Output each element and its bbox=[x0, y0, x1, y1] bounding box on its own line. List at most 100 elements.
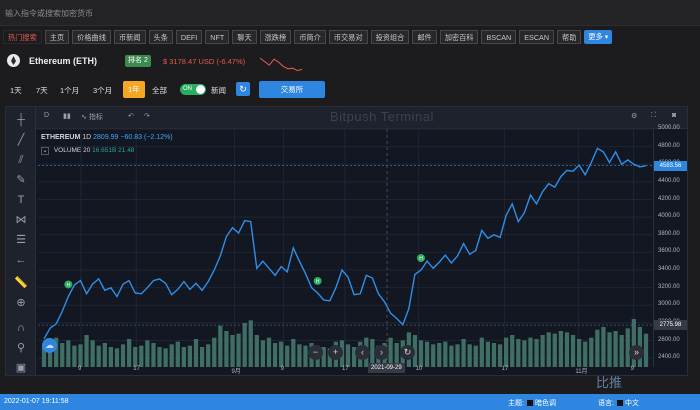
volume-bar bbox=[218, 325, 223, 367]
trash-icon[interactable]: ▣ bbox=[15, 362, 27, 374]
fib-icon[interactable]: ☰ bbox=[16, 234, 26, 246]
refresh-button[interactable]: ↻ bbox=[236, 82, 250, 96]
volume-bar bbox=[394, 343, 399, 367]
news-toggle[interactable]: ON bbox=[180, 84, 206, 95]
nav-item-1[interactable]: 主页 bbox=[44, 30, 70, 44]
search-placeholder: 输入指令或搜索加密货币 bbox=[5, 9, 93, 18]
volume-bar bbox=[90, 340, 95, 367]
interval-button[interactable]: D bbox=[44, 112, 50, 119]
chart-legend: ETHEREUM 1D 2809.99 −60.83 (−2.12%) bbox=[41, 134, 173, 141]
nav-item-16[interactable]: 帮助 bbox=[557, 30, 582, 44]
zoom-in-button[interactable]: + bbox=[328, 345, 343, 360]
nav-item-10[interactable]: 币交易对 bbox=[328, 30, 368, 44]
y-tick-label: 4200.00 bbox=[658, 195, 680, 202]
zoom-in-icon[interactable]: ⊕ bbox=[16, 297, 26, 309]
magnet-icon[interactable]: ∩ bbox=[17, 322, 25, 334]
volume-bar bbox=[321, 347, 326, 367]
collapse-icon[interactable]: ⌄ bbox=[41, 147, 49, 155]
nav-more-button[interactable]: 更多 ▾ bbox=[584, 30, 613, 44]
lang-selector[interactable]: 中文 bbox=[617, 398, 639, 408]
volume-bar bbox=[151, 343, 156, 367]
volume-bar bbox=[102, 343, 107, 367]
sparkline-line bbox=[259, 57, 303, 72]
nav-item-14[interactable]: BSCAN bbox=[481, 30, 517, 44]
nav-item-7[interactable]: 聊天 bbox=[232, 30, 257, 44]
volume-bar bbox=[47, 348, 53, 367]
scroll-right-button[interactable]: › bbox=[374, 345, 389, 360]
brush-icon[interactable]: ✎ bbox=[16, 174, 26, 186]
volume-bar bbox=[443, 341, 448, 367]
coin-price: $ 3178.47 USD (-6.47%) bbox=[163, 57, 246, 66]
zoom-out-button[interactable]: − bbox=[308, 345, 323, 360]
x-tick-label: 9 bbox=[280, 366, 284, 372]
exchange-button[interactable]: 交易所 bbox=[259, 81, 325, 98]
reset-button[interactable]: ↻ bbox=[400, 345, 415, 360]
volume-bar bbox=[540, 335, 545, 367]
text-icon[interactable]: T bbox=[17, 194, 25, 206]
lang-label: 语言: bbox=[598, 400, 614, 407]
indicators-button[interactable]: ∿ 指标 bbox=[81, 112, 103, 122]
volume-ma: 21.48 bbox=[118, 147, 135, 154]
volume-len: 20 bbox=[83, 147, 91, 154]
range-5[interactable]: 全部 bbox=[152, 86, 167, 95]
scroll-left-button[interactable]: ‹ bbox=[355, 345, 370, 360]
volume-bar bbox=[570, 335, 576, 367]
price-chart[interactable]: H H H bbox=[6, 107, 689, 377]
range-1[interactable]: 7天 bbox=[36, 86, 48, 95]
range-toolbar: 1天 7天 1个月 3个月 1年 全部 ON 新闻 ↻ 交易所 bbox=[0, 80, 700, 100]
news-marker[interactable]: H bbox=[64, 280, 73, 289]
settings-icon[interactable]: ⚙ bbox=[631, 113, 638, 120]
nav-item-11[interactable]: 投资组合 bbox=[370, 30, 410, 44]
search-bar[interactable]: 输入指令或搜索加密货币 bbox=[0, 0, 700, 26]
range-4[interactable]: 1年 bbox=[123, 81, 145, 98]
nav-item-12[interactable]: 邮件 bbox=[412, 30, 437, 44]
range-0[interactable]: 1天 bbox=[10, 86, 22, 95]
range-3[interactable]: 3个月 bbox=[93, 86, 113, 95]
nav-item-9[interactable]: 币简介 bbox=[294, 30, 326, 44]
news-marker[interactable]: H bbox=[313, 276, 322, 285]
volume-bar bbox=[41, 347, 47, 367]
undo-icon[interactable]: ↶ bbox=[128, 113, 134, 120]
nav-item-2[interactable]: 价格曲线 bbox=[72, 30, 111, 44]
volume-bar bbox=[631, 319, 636, 367]
volume-bar bbox=[449, 345, 454, 367]
volume-bar bbox=[199, 347, 205, 367]
multi-line-icon[interactable]: ⫽ bbox=[18, 154, 24, 166]
pattern-icon[interactable]: ⋈ bbox=[15, 214, 27, 226]
legend-interval: 1D bbox=[82, 134, 92, 141]
crosshair-icon[interactable]: ┼ bbox=[17, 114, 25, 126]
bar-type-icon[interactable]: ▮▮ bbox=[63, 113, 71, 120]
theme-selector[interactable]: 暗色调 bbox=[527, 398, 556, 408]
arrow-left-icon[interactable]: ← bbox=[15, 254, 27, 266]
screenshot-icon[interactable]: ◙ bbox=[672, 112, 677, 119]
nav-item-5[interactable]: DEFI bbox=[175, 30, 203, 44]
trendline-icon[interactable]: ╱ bbox=[17, 134, 25, 146]
volume-bar bbox=[388, 337, 393, 367]
volume-legend: ⌄ VOLUME 20 16.651B 21.48 bbox=[41, 147, 134, 155]
svg-text:H: H bbox=[316, 279, 320, 285]
nav-item-8[interactable]: 涨跌榜 bbox=[259, 30, 292, 44]
nav-item-0[interactable]: 热门搜索 bbox=[3, 30, 42, 44]
volume-bar bbox=[516, 339, 521, 367]
nav-item-15[interactable]: ESCAN bbox=[519, 30, 555, 44]
scroll-to-end-button[interactable]: » bbox=[629, 345, 644, 360]
volume-bar bbox=[491, 343, 497, 367]
terminal-title: Bitpush Terminal bbox=[330, 109, 434, 124]
y-tick-label: 2600.00 bbox=[658, 336, 680, 343]
ruler-icon[interactable]: 📏 bbox=[14, 277, 28, 289]
nav-item-13[interactable]: 加密百科 bbox=[439, 30, 479, 44]
news-marker[interactable]: H bbox=[417, 254, 426, 263]
price-axis[interactable]: 2400.002600.002800.003000.003200.003400.… bbox=[653, 125, 687, 367]
volume-bar bbox=[272, 343, 278, 367]
nav-item-6[interactable]: NFT bbox=[205, 30, 230, 44]
lock-icon[interactable]: ⚲ bbox=[16, 342, 26, 354]
volume-bar bbox=[424, 341, 430, 367]
nav-item-3[interactable]: 币新闻 bbox=[113, 30, 146, 44]
x-tick-label: 9月 bbox=[231, 369, 241, 375]
fullscreen-icon[interactable]: ⛶ bbox=[651, 112, 656, 119]
range-2[interactable]: 1个月 bbox=[60, 86, 80, 95]
chart-top-toolbar: D ▮▮ ∿ 指标 ↶ ↷ Bitpush Terminal ⚙ ⛶ ◙ bbox=[36, 107, 687, 129]
redo-icon[interactable]: ↷ bbox=[144, 113, 150, 120]
volume-bar bbox=[479, 337, 484, 367]
nav-item-4[interactable]: 头条 bbox=[148, 30, 173, 44]
